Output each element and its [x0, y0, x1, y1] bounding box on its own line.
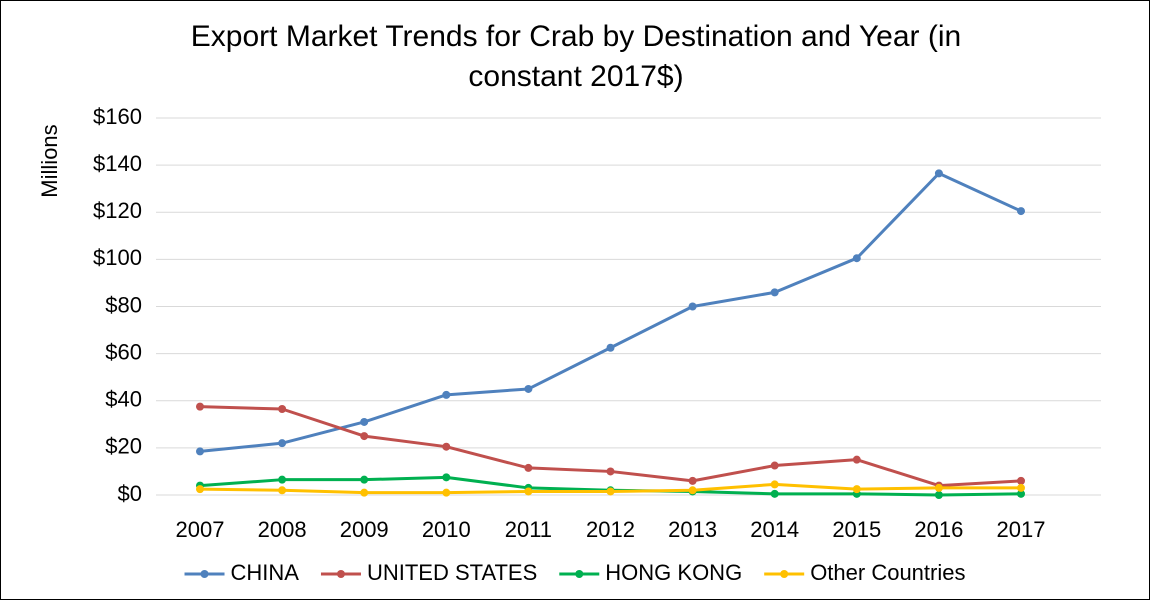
- data-point: [360, 432, 369, 441]
- data-point: [1017, 489, 1025, 498]
- x-tick-label: 2017: [997, 517, 1046, 542]
- x-tick-label: 2011: [505, 517, 552, 542]
- data-point: [852, 254, 861, 263]
- data-point: [524, 384, 533, 393]
- data-point: [278, 439, 287, 448]
- x-tick-label: 2010: [422, 517, 471, 542]
- x-tick-label: 2015: [832, 517, 881, 542]
- legend-marker: [575, 570, 584, 578]
- legend-marker: [200, 570, 209, 578]
- data-point: [770, 480, 779, 489]
- legend-item: UNITED STATES: [320, 560, 537, 585]
- data-point: [688, 486, 697, 495]
- data-point: [278, 486, 287, 495]
- data-point: [770, 461, 779, 470]
- legend-label: Other Countries: [810, 560, 965, 585]
- legend-marker: [336, 570, 345, 578]
- data-point: [934, 491, 943, 499]
- data-point: [524, 463, 533, 472]
- x-tick-label: 2008: [258, 517, 307, 542]
- data-point: [524, 487, 533, 496]
- data-point: [196, 447, 204, 456]
- data-point: [196, 402, 204, 411]
- data-point: [278, 475, 287, 484]
- data-point: [360, 417, 369, 426]
- x-tick-label: 2013: [668, 517, 717, 542]
- data-point: [852, 455, 861, 464]
- data-point: [442, 488, 451, 497]
- data-point: [442, 390, 451, 399]
- legend-label: HONG KONG: [605, 560, 742, 585]
- data-point: [1017, 483, 1025, 492]
- data-point: [770, 288, 779, 297]
- data-point: [1017, 476, 1025, 485]
- legend-item: CHINA: [184, 560, 300, 585]
- series-line: [199, 171, 1022, 453]
- chart-title: Export Market Trends for Crab by Destina…: [190, 20, 962, 93]
- legend-item: HONG KONG: [559, 560, 742, 585]
- data-point: [360, 475, 369, 484]
- legend-label: CHINA: [231, 560, 300, 585]
- data-point: [1017, 207, 1025, 216]
- data-point: [770, 489, 779, 498]
- data-point: [852, 485, 861, 494]
- data-point: [278, 404, 287, 413]
- y-tick-label: $40: [105, 387, 142, 412]
- data-point: [442, 473, 451, 482]
- legend-label: UNITED STATES: [367, 560, 537, 585]
- y-tick-label: $140: [93, 151, 142, 176]
- data-point: [196, 485, 204, 494]
- y-tick-label: $100: [93, 245, 142, 270]
- y-axis-label: Millions: [37, 124, 62, 197]
- x-tick-label: 2016: [914, 517, 963, 542]
- data-point: [688, 302, 697, 311]
- y-tick-label: $0: [118, 481, 142, 506]
- y-tick-label: $160: [93, 104, 142, 129]
- x-tick-label: 2014: [750, 517, 799, 542]
- data-point: [360, 488, 369, 497]
- x-tick-label: 2012: [586, 517, 635, 542]
- x-tick-label: 2009: [340, 517, 389, 542]
- data-point: [606, 467, 615, 476]
- data-point: [442, 442, 451, 451]
- y-tick-label: $60: [105, 339, 142, 364]
- legend-item: Other Countries: [764, 560, 965, 585]
- data-point: [934, 483, 943, 492]
- data-point: [934, 169, 943, 178]
- x-tick-label: 2007: [176, 517, 225, 542]
- data-point: [688, 476, 697, 485]
- y-tick-label: $120: [93, 198, 142, 223]
- data-point: [606, 487, 615, 496]
- y-tick-label: $20: [105, 434, 142, 459]
- data-point: [606, 343, 615, 352]
- y-tick-label: $80: [105, 292, 142, 317]
- legend-marker: [780, 570, 789, 578]
